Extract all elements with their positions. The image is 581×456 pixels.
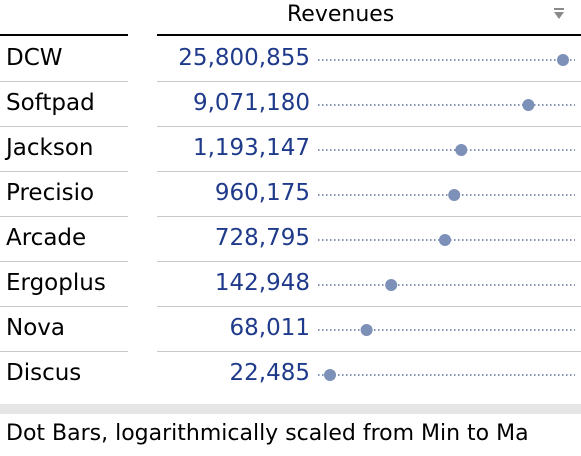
row-value: 22,485 — [229, 360, 310, 386]
dot-mark — [455, 144, 468, 156]
row-label: Arcade — [6, 225, 87, 251]
footer-note: Dot Bars, logarithmically scaled from Mi… — [6, 421, 529, 446]
row-separator — [157, 351, 581, 352]
row-value: 142,948 — [214, 270, 310, 296]
row-value: 728,795 — [214, 225, 310, 251]
row-separator — [0, 81, 128, 82]
row-separator — [157, 216, 581, 217]
row-separator — [157, 171, 581, 172]
row-label: Discus — [6, 360, 82, 386]
row-separator — [0, 306, 128, 307]
header-title: Revenues — [287, 2, 395, 27]
row-label: Precisio — [6, 180, 95, 206]
dot-mark — [557, 54, 569, 66]
row-value: 9,071,180 — [192, 90, 310, 116]
row-separator — [157, 261, 581, 262]
dot-mark — [360, 324, 373, 336]
bottom-band — [0, 404, 581, 414]
row-separator — [157, 126, 581, 127]
dot-mark — [522, 99, 535, 111]
row-value: 68,011 — [229, 315, 310, 341]
dot-mark — [324, 369, 336, 381]
row-separator — [0, 351, 128, 352]
header-rule-right — [157, 34, 581, 36]
row-value: 1,193,147 — [192, 135, 310, 161]
row-value: 25,800,855 — [178, 45, 310, 71]
row-separator — [0, 126, 128, 127]
row-label: Jackson — [6, 135, 94, 161]
dot-mark — [385, 279, 398, 291]
dot-mark — [448, 189, 461, 201]
header-rule-left — [0, 34, 128, 36]
menu-bar-icon — [554, 8, 564, 10]
row-label: Ergoplus — [6, 270, 106, 296]
row-label: Nova — [6, 315, 65, 341]
row-separator — [0, 216, 128, 217]
row-separator — [0, 171, 128, 172]
row-value: 960,175 — [214, 180, 310, 206]
row-separator — [157, 81, 581, 82]
row-label: DCW — [6, 45, 63, 71]
dot-mark — [439, 234, 451, 246]
row-separator — [0, 261, 128, 262]
triangle-down-icon — [554, 12, 564, 19]
row-label: Softpad — [6, 90, 95, 116]
row-separator — [157, 306, 581, 307]
